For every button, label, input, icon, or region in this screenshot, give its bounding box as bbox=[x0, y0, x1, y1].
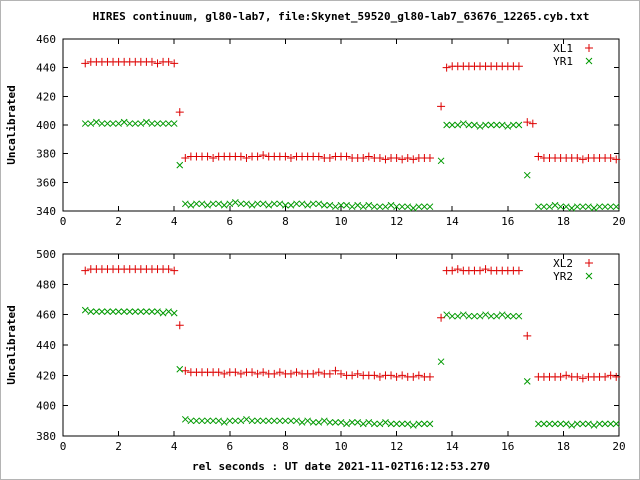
tick-marks bbox=[62, 253, 620, 437]
x-tick-label: 16 bbox=[501, 215, 514, 228]
x-tick-label: 2 bbox=[115, 440, 122, 453]
y-tick-label: 460 bbox=[36, 309, 56, 322]
x-tick-label: 6 bbox=[226, 440, 233, 453]
y-tick-label: 460 bbox=[36, 33, 56, 46]
y-tick-label: 420 bbox=[36, 369, 56, 382]
x-tick-label: 4 bbox=[171, 215, 178, 228]
y-tick-label: 360 bbox=[36, 176, 56, 189]
y-tick-label: 380 bbox=[36, 430, 56, 443]
legend-label-YR2: YR2 bbox=[553, 270, 573, 283]
y-tick-label: 420 bbox=[36, 90, 56, 103]
plot-border bbox=[62, 253, 620, 437]
y-tick-label: 380 bbox=[36, 148, 56, 161]
series-YR2 bbox=[81, 306, 620, 429]
x-tick-label: 4 bbox=[171, 440, 178, 453]
x-tick-label: 2 bbox=[115, 215, 122, 228]
y-tick-label: 340 bbox=[36, 205, 56, 218]
x-tick-label: 18 bbox=[557, 440, 570, 453]
y-tick-label: 480 bbox=[36, 278, 56, 291]
legend-label-YR1: YR1 bbox=[553, 55, 573, 68]
x-tick-label: 20 bbox=[612, 215, 625, 228]
x-tick-label: 8 bbox=[282, 215, 289, 228]
x-tick-label: 8 bbox=[282, 440, 289, 453]
x-tick-label: 18 bbox=[557, 215, 570, 228]
bottom-y-axis-label: Uncalibrated bbox=[5, 305, 18, 384]
chart-title: HIRES continuum, gl80-lab7, file:Skynet_… bbox=[93, 10, 590, 23]
x-tick-label: 0 bbox=[60, 440, 67, 453]
x-tick-label: 14 bbox=[446, 440, 460, 453]
legend-marker-YR2 bbox=[585, 272, 593, 280]
series-XL2 bbox=[81, 265, 621, 383]
x-tick-label: 20 bbox=[612, 440, 625, 453]
series-YR1 bbox=[81, 118, 620, 212]
legend-label-XL1: XL1 bbox=[553, 42, 573, 55]
x-axis-label: rel seconds : UT date 2021-11-02T16:12:5… bbox=[192, 460, 490, 473]
y-tick-label: 440 bbox=[36, 339, 56, 352]
series-XL1 bbox=[81, 57, 621, 164]
x-tick-label: 12 bbox=[390, 215, 403, 228]
legend-label-XL2: XL2 bbox=[553, 257, 573, 270]
legend-marker-YR1 bbox=[585, 57, 593, 65]
x-tick-label: 14 bbox=[446, 215, 460, 228]
x-tick-label: 10 bbox=[334, 440, 347, 453]
legend-marker-XL1 bbox=[585, 44, 593, 52]
top-y-axis-label: Uncalibrated bbox=[5, 85, 18, 164]
x-tick-label: 10 bbox=[334, 215, 347, 228]
y-tick-label: 440 bbox=[36, 62, 56, 75]
bottom-chart: 0 2 4 6 8 10 12 14 16 18 20 380 400 420 440 460 480 500 XL… bbox=[36, 248, 626, 453]
tick-marks bbox=[62, 38, 620, 212]
y-tick-label: 400 bbox=[36, 119, 56, 132]
y-tick-label: 400 bbox=[36, 400, 56, 413]
top-chart: 0 2 4 6 8 10 12 14 16 18 20 340 360 380 400 420 440 460 XL… bbox=[36, 33, 626, 228]
x-tick-label: 6 bbox=[226, 215, 233, 228]
legend-marker-XL2 bbox=[585, 259, 593, 267]
x-tick-label: 16 bbox=[501, 440, 514, 453]
x-tick-label: 12 bbox=[390, 440, 403, 453]
x-tick-label: 0 bbox=[60, 215, 67, 228]
y-tick-label: 500 bbox=[36, 248, 56, 261]
